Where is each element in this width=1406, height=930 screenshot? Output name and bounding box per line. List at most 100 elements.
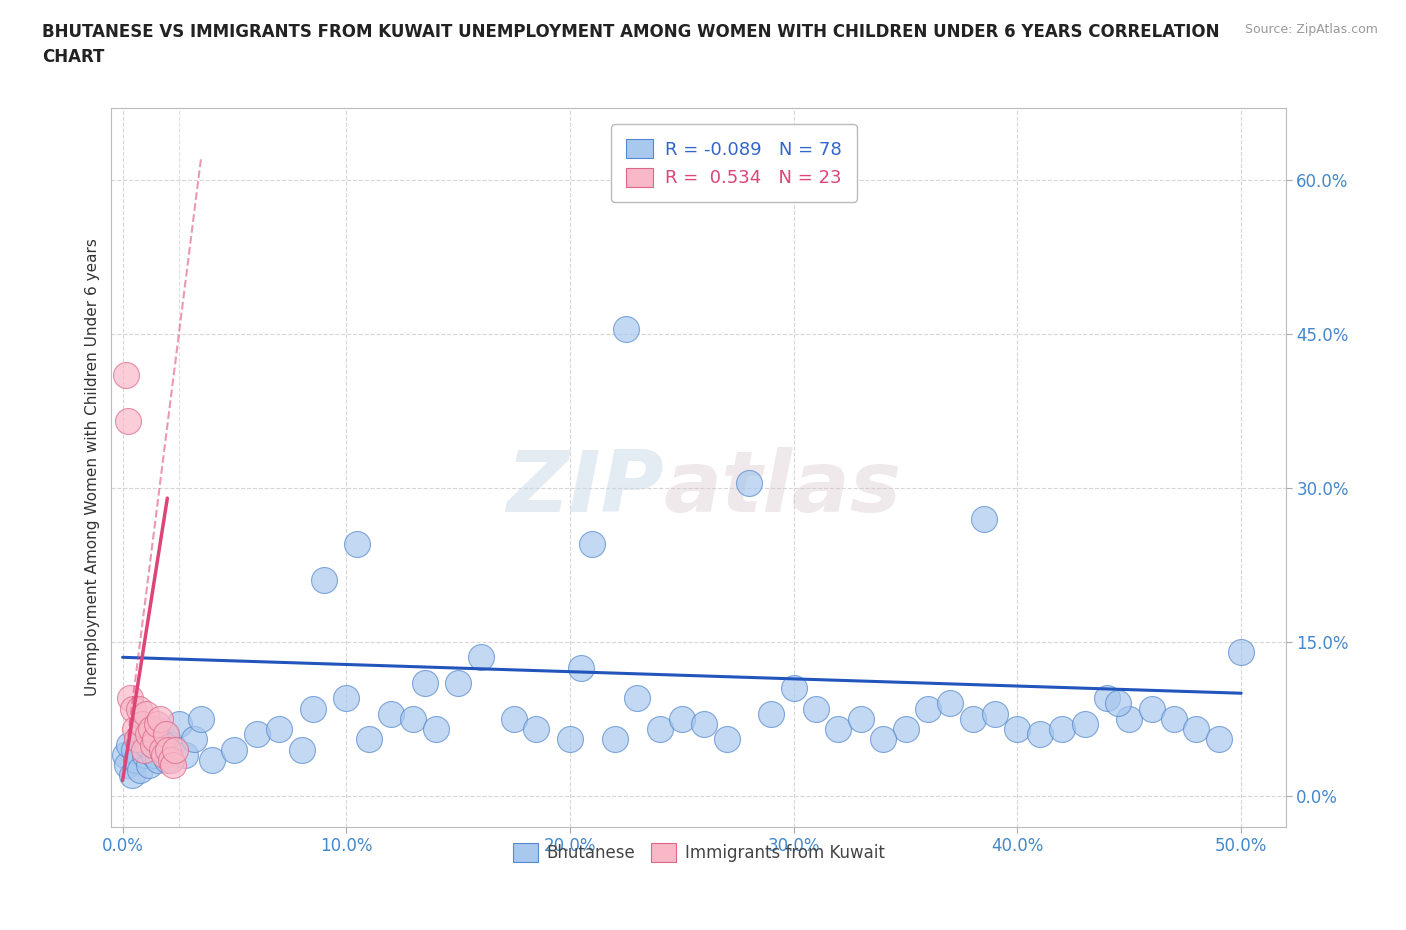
- Text: atlas: atlas: [664, 447, 901, 530]
- Point: [156, 752, 179, 767]
- Point: [121, 768, 143, 783]
- Point: [190, 711, 212, 726]
- Point: [894, 722, 917, 737]
- Point: [124, 722, 146, 737]
- Point: [142, 748, 165, 763]
- Point: [1073, 717, 1095, 732]
- Point: [1107, 696, 1129, 711]
- Point: [118, 737, 141, 752]
- Point: [129, 763, 152, 777]
- Point: [290, 742, 312, 757]
- Point: [125, 752, 148, 767]
- Point: [128, 701, 150, 716]
- Point: [148, 711, 170, 726]
- Point: [143, 732, 166, 747]
- Point: [917, 701, 939, 716]
- Point: [132, 727, 155, 742]
- Point: [1163, 711, 1185, 726]
- Point: [157, 742, 180, 757]
- Point: [783, 681, 806, 696]
- Point: [145, 722, 167, 737]
- Point: [153, 727, 176, 742]
- Point: [1029, 727, 1052, 742]
- Point: [346, 537, 368, 551]
- Point: [301, 701, 323, 716]
- Point: [120, 691, 142, 706]
- Point: [1208, 732, 1230, 747]
- Point: [312, 573, 335, 588]
- Point: [246, 727, 269, 742]
- Point: [1140, 701, 1163, 716]
- Point: [804, 701, 827, 716]
- Point: [671, 711, 693, 726]
- Point: [160, 737, 183, 752]
- Point: [470, 650, 492, 665]
- Point: [357, 732, 380, 747]
- Point: [269, 722, 291, 737]
- Point: [614, 321, 637, 336]
- Point: [626, 691, 648, 706]
- Point: [122, 742, 145, 757]
- Legend: Bhutanese, Immigrants from Kuwait: Bhutanese, Immigrants from Kuwait: [506, 837, 891, 869]
- Point: [413, 675, 436, 690]
- Point: [569, 660, 592, 675]
- Point: [761, 706, 783, 721]
- Y-axis label: Unemployment Among Women with Children Under 6 years: Unemployment Among Women with Children U…: [86, 238, 100, 697]
- Point: [1230, 644, 1253, 659]
- Point: [738, 475, 761, 490]
- Point: [174, 748, 197, 763]
- Point: [939, 696, 962, 711]
- Point: [693, 717, 716, 732]
- Point: [335, 691, 357, 706]
- Point: [1050, 722, 1073, 737]
- Point: [127, 732, 149, 747]
- Point: [558, 732, 581, 747]
- Text: Source: ZipAtlas.com: Source: ZipAtlas.com: [1244, 23, 1378, 36]
- Point: [162, 758, 184, 773]
- Point: [962, 711, 984, 726]
- Text: BHUTANESE VS IMMIGRANTS FROM KUWAIT UNEMPLOYMENT AMONG WOMEN WITH CHILDREN UNDER: BHUTANESE VS IMMIGRANTS FROM KUWAIT UNEM…: [42, 23, 1219, 66]
- Point: [131, 717, 153, 732]
- Point: [132, 742, 155, 757]
- Point: [115, 367, 138, 382]
- Point: [142, 737, 165, 752]
- Point: [526, 722, 548, 737]
- Point: [141, 732, 163, 747]
- Point: [134, 748, 156, 763]
- Point: [155, 727, 177, 742]
- Point: [224, 742, 246, 757]
- Text: ZIP: ZIP: [506, 447, 664, 530]
- Point: [1118, 711, 1140, 726]
- Point: [827, 722, 849, 737]
- Point: [150, 742, 173, 757]
- Point: [115, 758, 138, 773]
- Point: [716, 732, 738, 747]
- Point: [201, 752, 224, 767]
- Point: [138, 758, 160, 773]
- Point: [121, 701, 143, 716]
- Point: [648, 722, 671, 737]
- Point: [1007, 722, 1029, 737]
- Point: [117, 414, 139, 429]
- Point: [127, 732, 149, 747]
- Point: [139, 722, 162, 737]
- Point: [146, 717, 169, 732]
- Point: [447, 675, 470, 690]
- Point: [114, 748, 136, 763]
- Point: [1095, 691, 1118, 706]
- Point: [159, 752, 181, 767]
- Point: [136, 727, 159, 742]
- Point: [136, 737, 159, 752]
- Point: [872, 732, 894, 747]
- Point: [183, 732, 205, 747]
- Point: [167, 717, 190, 732]
- Point: [135, 706, 157, 721]
- Point: [984, 706, 1007, 721]
- Point: [603, 732, 626, 747]
- Point: [425, 722, 447, 737]
- Point: [402, 711, 425, 726]
- Point: [149, 737, 172, 752]
- Point: [153, 748, 176, 763]
- Point: [581, 537, 603, 551]
- Point: [503, 711, 526, 726]
